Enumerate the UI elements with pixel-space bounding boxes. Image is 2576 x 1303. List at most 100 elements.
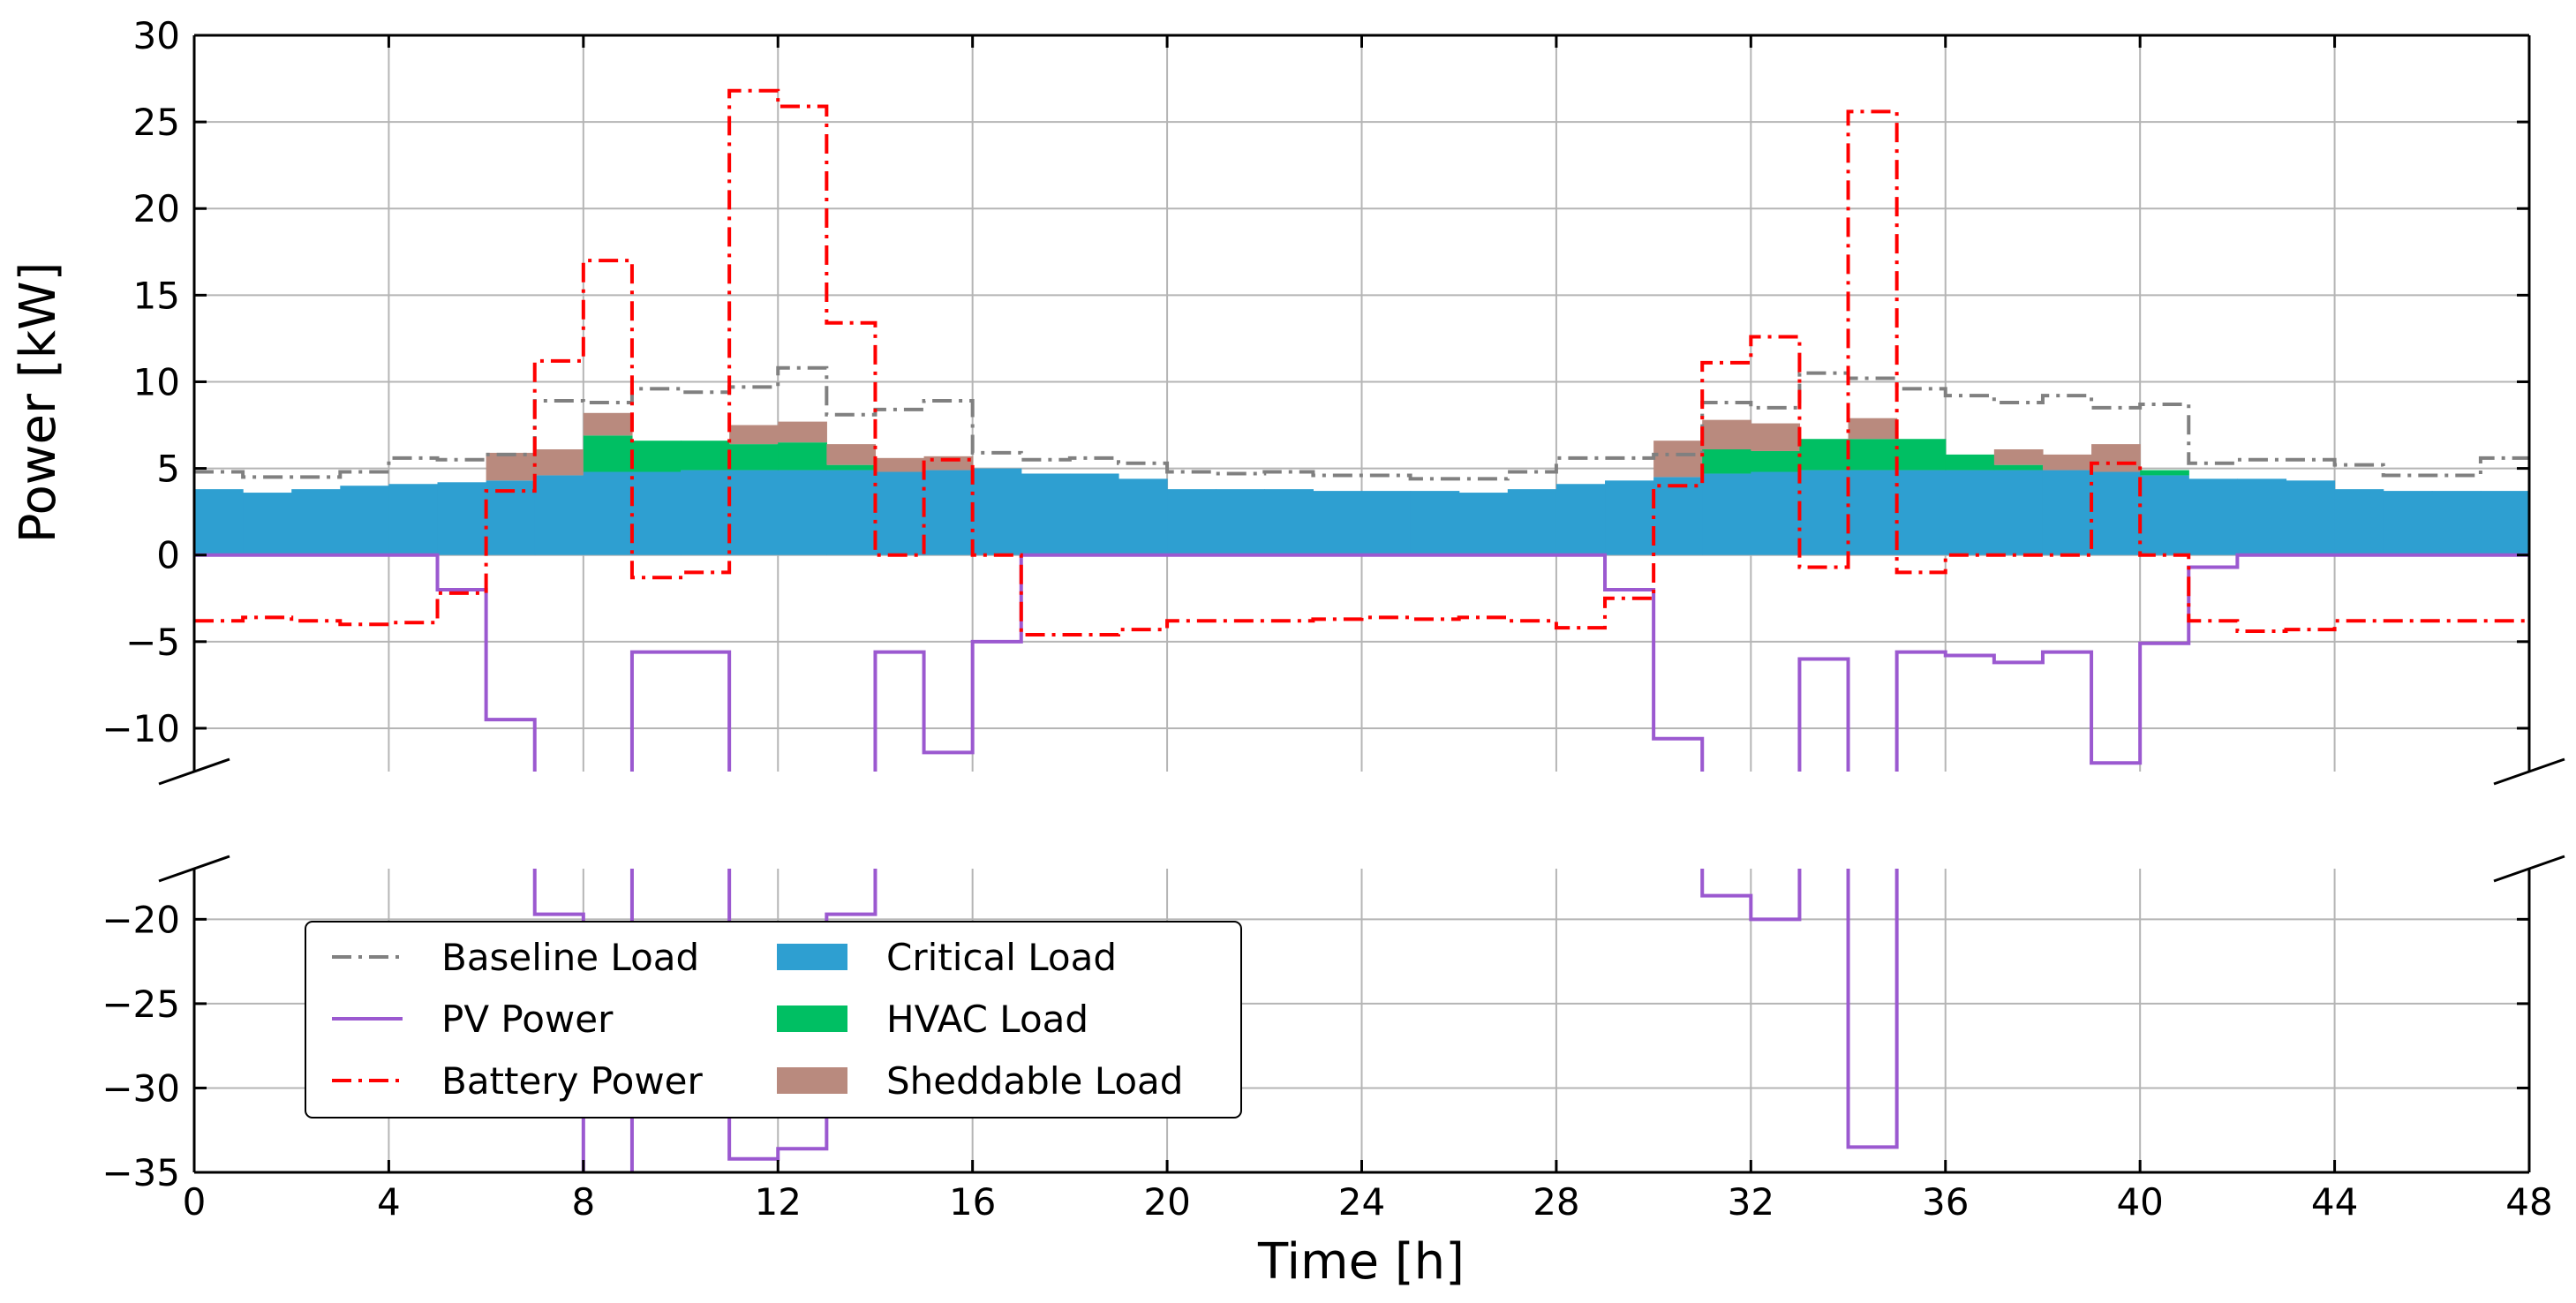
bar-critical-load: [1361, 491, 1412, 555]
bar-critical-load: [437, 482, 487, 555]
bar-critical-load: [583, 471, 633, 555]
bar-sheddable-load: [2091, 444, 2141, 472]
bar-critical-load: [1653, 477, 1703, 555]
bar-hvac-load: [729, 444, 779, 471]
x-tick-label: 36: [1922, 1180, 1969, 1224]
legend-swatch-sheddable-load: [777, 1067, 847, 1094]
bar-critical-load: [340, 486, 390, 555]
y-tick-label: 20: [133, 187, 180, 230]
lines-upper: [194, 88, 2529, 772]
bar-critical-load: [2188, 478, 2238, 555]
axis-break-marks: [158, 757, 2565, 883]
bar-critical-load: [1069, 473, 1119, 555]
bar-critical-load: [1216, 489, 1265, 555]
bar-hvac-load: [1896, 439, 1947, 471]
x-tick-label: 20: [1143, 1180, 1190, 1224]
y-tick-label: 0: [156, 534, 180, 577]
y-tick-label: −5: [125, 621, 180, 664]
bar-critical-load: [826, 470, 877, 555]
bar-critical-load: [1702, 473, 1751, 555]
y-tick-label: −35: [102, 1151, 180, 1194]
bar-critical-load: [2237, 478, 2287, 555]
ticks: [192, 34, 2531, 1174]
x-axis-title: Time [h]: [1257, 1233, 1465, 1291]
y-tick-label: 15: [133, 274, 180, 317]
bar-critical-load: [388, 484, 439, 555]
bar-critical-load: [1118, 478, 1168, 555]
legend: Baseline Load PV Power Battery Power Cri…: [305, 921, 1242, 1118]
legend-label-critical-load: Critical Load: [886, 936, 1117, 979]
legend-label-baseline-load: Baseline Load: [441, 936, 699, 979]
y-tick-label: −25: [102, 983, 180, 1026]
bar-critical-load: [1264, 489, 1314, 555]
bar-sheddable-load: [1993, 449, 2044, 465]
bar-sheddable-load: [583, 412, 633, 436]
bar-critical-load: [1555, 484, 1606, 555]
legend-label-hvac-load: HVAC Load: [886, 998, 1088, 1041]
bar-critical-load: [2431, 491, 2482, 555]
bar-hvac-load: [1799, 439, 1849, 471]
x-tick-label: 44: [2311, 1180, 2358, 1224]
legend-swatch-critical-load: [777, 944, 847, 970]
bar-critical-load: [243, 493, 292, 555]
bar-sheddable-load: [1848, 418, 1898, 440]
x-tick-label: 16: [949, 1180, 996, 1224]
x-tick-label: 32: [1728, 1180, 1774, 1224]
bar-sheddable-load: [826, 444, 877, 465]
bar-hvac-load: [2140, 470, 2189, 476]
bar-hvac-load: [1945, 454, 1995, 471]
x-tick-label: 4: [377, 1180, 401, 1224]
bar-critical-load: [1167, 489, 1216, 555]
bar-critical-load: [875, 471, 925, 555]
bar-critical-load: [1993, 470, 2044, 555]
y-tick-label: 30: [133, 14, 180, 57]
y-axis-title: Power [kW]: [10, 262, 67, 544]
y-tick-label: −10: [102, 707, 180, 750]
bar-critical-load: [2383, 491, 2433, 555]
x-tick-label: 48: [2505, 1180, 2552, 1224]
bar-sheddable-load: [1702, 419, 1751, 450]
bar-critical-load: [2286, 480, 2336, 555]
bar-critical-load: [534, 475, 584, 555]
bar-critical-load: [1896, 470, 1947, 555]
bar-critical-load: [2334, 489, 2384, 555]
x-tick-label: 40: [2116, 1180, 2163, 1224]
series-pv-power-upper: [194, 553, 2529, 772]
series-battery-power-upper: [194, 88, 2529, 636]
legend-label-pv-power: PV Power: [441, 998, 614, 1041]
bar-hvac-load: [1751, 450, 1801, 472]
stacked-bars: [194, 412, 2529, 555]
bar-sheddable-load: [486, 452, 536, 481]
legend-swatch-hvac-load: [777, 1005, 847, 1032]
bar-critical-load: [2042, 470, 2092, 555]
y-tick-label: −20: [102, 898, 180, 941]
bar-critical-load: [1945, 470, 1995, 555]
bar-critical-load: [2091, 471, 2141, 555]
bar-hvac-load: [631, 441, 682, 472]
bar-hvac-load: [1848, 439, 1898, 471]
bar-critical-load: [1507, 489, 1557, 555]
bar-critical-load: [486, 480, 536, 555]
bar-sheddable-load: [1751, 423, 1801, 451]
bar-critical-load: [291, 489, 341, 555]
bar-critical-load: [194, 489, 244, 555]
x-tick-label: 8: [571, 1180, 595, 1224]
bar-hvac-load: [826, 464, 877, 471]
bar-critical-load: [1313, 491, 1363, 555]
bar-sheddable-load: [923, 456, 974, 471]
bar-critical-load: [1799, 470, 1849, 555]
bar-critical-load: [972, 468, 1022, 555]
bar-critical-load: [729, 470, 779, 555]
bar-critical-load: [923, 470, 974, 555]
bar-hvac-load: [1702, 449, 1751, 474]
x-tick-labels: 0 4 8 12 16 20 24 28 32 36 40 44 48: [183, 1180, 2553, 1224]
series-baseline-load-upper: [194, 365, 2529, 481]
bar-critical-load: [1605, 480, 1654, 555]
bar-critical-load: [2480, 491, 2529, 555]
bar-critical-load: [1021, 473, 1071, 555]
bar-sheddable-load: [729, 425, 779, 445]
legend-label-sheddable-load: Sheddable Load: [886, 1059, 1183, 1103]
x-tick-label: 0: [183, 1180, 207, 1224]
x-tick-label: 28: [1533, 1180, 1579, 1224]
